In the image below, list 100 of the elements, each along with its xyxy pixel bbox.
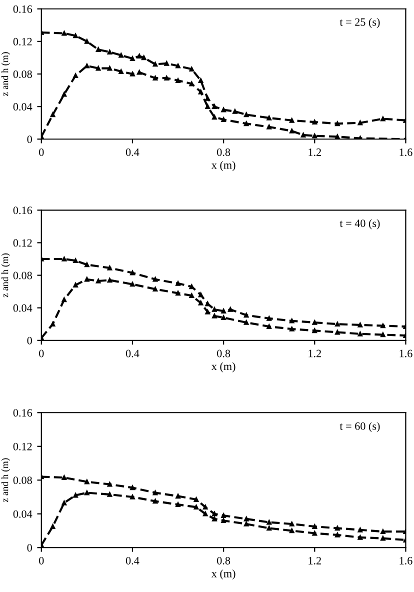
point [84, 276, 90, 282]
point [107, 278, 112, 283]
point [358, 527, 363, 532]
point [176, 290, 180, 296]
point [141, 55, 146, 60]
point [84, 479, 90, 484]
point [266, 520, 272, 525]
point [152, 276, 158, 282]
point [205, 96, 210, 101]
x-tick-label: 0 [39, 350, 44, 358]
x-axis-title: x (m) [211, 569, 236, 580]
point [205, 309, 210, 314]
point [266, 316, 272, 321]
point [62, 500, 67, 506]
point [334, 121, 340, 126]
point [358, 120, 363, 126]
x-tick-label: 1.6 [400, 556, 412, 564]
annotation: t = 60 (s) [340, 422, 380, 432]
annotation: t = 40 (s) [340, 219, 380, 230]
point [189, 284, 194, 290]
point [244, 516, 249, 522]
point [50, 112, 56, 118]
y-tick-label: 0.16 [13, 409, 32, 417]
x-tick-label: 1.2 [308, 556, 321, 564]
point [152, 62, 158, 67]
y-tick-label: 0.08 [13, 476, 32, 484]
point [334, 526, 340, 531]
x-tick-label: 0.8 [217, 148, 230, 156]
x-tick-label: 0.4 [126, 148, 140, 156]
point [152, 490, 158, 496]
x-tick-label: 0 [39, 148, 44, 156]
point [130, 485, 135, 490]
point [164, 60, 170, 66]
x-tick-label: 0.4 [126, 350, 140, 358]
point [198, 89, 204, 94]
y-tick-label: 0.04 [13, 510, 32, 518]
point [266, 124, 272, 130]
point [202, 511, 208, 516]
point [244, 121, 249, 126]
y-tick-label: 0.16 [13, 206, 32, 214]
y-tick-label: 0.04 [13, 103, 32, 111]
y-axis-title: z and h (m) [1, 253, 10, 298]
point [244, 522, 249, 526]
x-tick-label: 1.2 [308, 148, 321, 156]
point [358, 331, 363, 336]
y-tick-label: 0.16 [13, 5, 32, 13]
point [289, 118, 294, 123]
point [312, 133, 318, 138]
point [221, 518, 226, 524]
point [130, 282, 135, 287]
x-tick-label: 0.4 [126, 556, 140, 564]
y-tick-label: 0 [27, 544, 32, 552]
point [136, 70, 142, 75]
y-tick-label: 0.12 [13, 239, 32, 247]
point [380, 536, 386, 541]
point [244, 312, 249, 318]
point [244, 112, 249, 118]
point [198, 292, 204, 298]
point [221, 107, 226, 112]
point [84, 63, 90, 68]
point [176, 63, 180, 68]
x-tick-label: 1.2 [308, 350, 321, 358]
point [380, 116, 386, 122]
point [266, 526, 272, 531]
point [312, 328, 318, 334]
y-tick-label: 0.12 [13, 442, 32, 450]
y-tick-label: 0.12 [13, 38, 32, 46]
point [289, 318, 294, 324]
point [107, 66, 112, 71]
point [212, 516, 217, 522]
point [189, 81, 194, 86]
x-tick-label: 0.8 [217, 350, 230, 358]
point [62, 92, 67, 97]
point [334, 330, 340, 335]
annotation: t = 25 (s) [340, 18, 380, 28]
point [152, 498, 158, 504]
x-tick-label: 0 [39, 556, 44, 564]
y-tick-label: 0 [27, 336, 32, 344]
x-tick-label: 1.6 [400, 350, 412, 358]
point [176, 494, 180, 499]
point [176, 280, 180, 286]
y-tick-label: 0.04 [13, 304, 32, 312]
y-tick-label: 0.08 [13, 272, 32, 280]
x-tick-label: 1.6 [400, 148, 412, 156]
x-axis-title: x (m) [211, 161, 236, 172]
point [84, 490, 90, 496]
y-tick-label: 0.08 [13, 70, 32, 78]
y-tick-label: 0 [27, 136, 32, 144]
point [380, 323, 386, 328]
point [289, 528, 294, 534]
point [107, 482, 112, 487]
y-axis-title: z and h (m) [1, 458, 10, 502]
point [334, 134, 340, 140]
point [96, 66, 101, 71]
x-axis-title: x (m) [211, 362, 236, 372]
point [118, 52, 124, 58]
point [73, 33, 78, 38]
point [73, 492, 78, 498]
point [312, 530, 318, 536]
x-tick-label: 0.8 [217, 556, 230, 564]
